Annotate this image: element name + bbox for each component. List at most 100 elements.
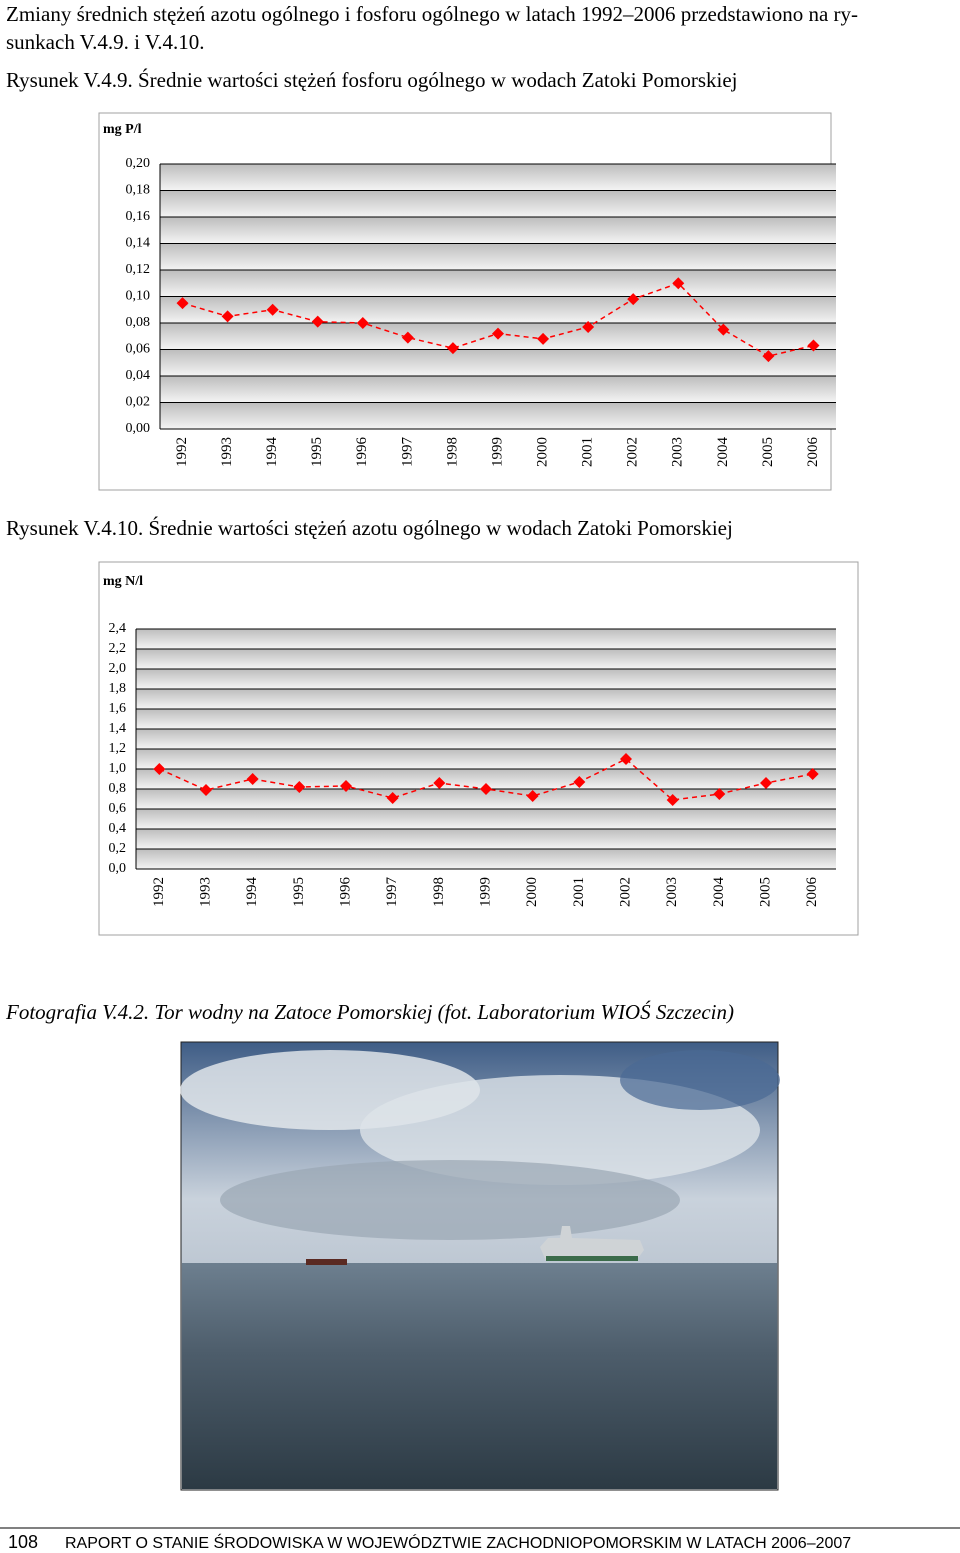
x-tick-label: 1996 [354,437,370,468]
x-tick-label: 1998 [431,877,447,907]
plot-band [160,217,836,244]
x-tick-label: 2000 [535,437,551,467]
plot-band [136,629,836,649]
y-tick-label: 2,0 [109,661,127,676]
data-marker [526,790,539,802]
data-marker [401,331,414,344]
data-marker [717,323,730,336]
plot-band [160,402,836,429]
y-tick-label: 0,4 [109,821,127,836]
data-marker [537,332,550,345]
plot-band [136,769,836,789]
x-tick-label: 1992 [174,437,190,467]
data-marker [627,293,640,306]
y-tick-label: 0,02 [126,395,151,410]
y-tick-label: 0,08 [126,315,151,330]
data-marker [760,777,772,789]
x-tick-label: 1993 [197,877,213,907]
x-tick-label: 1994 [264,437,280,468]
data-marker [386,792,399,804]
x-tick-label: 2001 [580,437,596,467]
data-marker [433,777,446,789]
data-marker [356,317,369,329]
y-tick-label: 0,16 [126,209,151,224]
plot-band [136,809,836,829]
data-marker [446,342,459,355]
plot-band [160,349,836,376]
footer-text: RAPORT O STANIE ŚRODOWISKA W WOJEWÓDZTWI… [65,1533,851,1552]
plot-band [160,190,836,217]
data-marker [620,753,632,765]
x-tick-label: 1994 [244,877,260,908]
data-marker [293,781,306,793]
y-tick-label: 0,20 [126,156,151,171]
data-marker [176,297,189,310]
data-marker [246,773,259,785]
plot-band [136,689,836,709]
x-tick-label: 2002 [617,877,633,907]
plot-band [160,376,836,403]
data-marker [340,780,352,792]
y-tick-label: 0,8 [109,781,127,796]
plot-band [160,296,836,323]
chart-title: Rysunek V.4.9. Średnie wartości stężeń f… [6,68,738,92]
x-tick-label: 1998 [444,437,460,467]
data-marker [221,310,234,323]
y-tick-label: 1,0 [109,761,127,776]
x-tick-label: 2004 [715,437,731,468]
y-axis-label: mg N/l [103,574,143,589]
plot-band [136,729,836,749]
y-tick-label: 1,6 [109,701,127,716]
data-marker [311,315,324,328]
plot-band [136,669,836,689]
x-tick-label: 2005 [757,877,773,907]
data-marker [666,794,679,806]
y-tick-label: 0,12 [126,262,151,277]
y-tick-label: 0,00 [126,421,151,436]
data-marker [806,768,819,780]
data-marker [153,763,166,775]
data-marker [573,776,586,788]
plot-band [160,164,836,191]
x-tick-label: 2001 [571,877,587,907]
plot-band [160,243,836,270]
data-marker [672,277,685,290]
x-tick-label: 2005 [760,437,776,467]
data-marker [807,339,820,352]
x-tick-label: 2002 [625,437,641,467]
data-marker [200,784,212,796]
y-tick-label: 0,6 [109,801,127,816]
x-tick-label: 1995 [291,877,307,907]
x-tick-label: 2006 [805,437,821,468]
data-marker [762,350,775,363]
y-tick-label: 0,06 [126,342,151,357]
plot-band [136,829,836,849]
y-tick-label: 0,0 [109,861,127,876]
photo [180,1041,780,1491]
y-axis-label: mg P/l [103,122,142,137]
x-tick-label: 2004 [711,877,727,908]
data-marker [266,303,279,316]
chart-title: Rysunek V.4.10. Średnie wartości stężeń … [6,516,733,540]
x-tick-label: 2003 [670,437,686,467]
intro-line: Zmiany średnich stężeń azotu ogólnego i … [6,2,858,26]
y-tick-label: 1,8 [109,681,127,696]
page-number: 108 [8,1532,38,1552]
plot-band [136,849,836,869]
x-tick-label: 2006 [804,877,820,908]
intro-line: sunkach V.4.9. i V.4.10. [6,30,205,54]
y-tick-label: 0,10 [126,289,151,304]
x-tick-label: 2003 [664,877,680,907]
x-tick-label: 1996 [337,877,353,908]
plot-band [136,749,836,769]
y-tick-label: 1,4 [109,721,127,736]
y-tick-label: 0,14 [126,236,151,251]
y-tick-label: 2,2 [109,641,127,656]
x-tick-label: 2000 [524,877,540,907]
y-tick-label: 2,4 [109,621,127,636]
x-tick-label: 1992 [151,877,167,907]
y-tick-label: 0,04 [126,368,151,383]
y-tick-label: 1,2 [109,741,127,756]
x-tick-label: 1993 [219,437,235,467]
y-tick-label: 0,2 [109,841,127,856]
